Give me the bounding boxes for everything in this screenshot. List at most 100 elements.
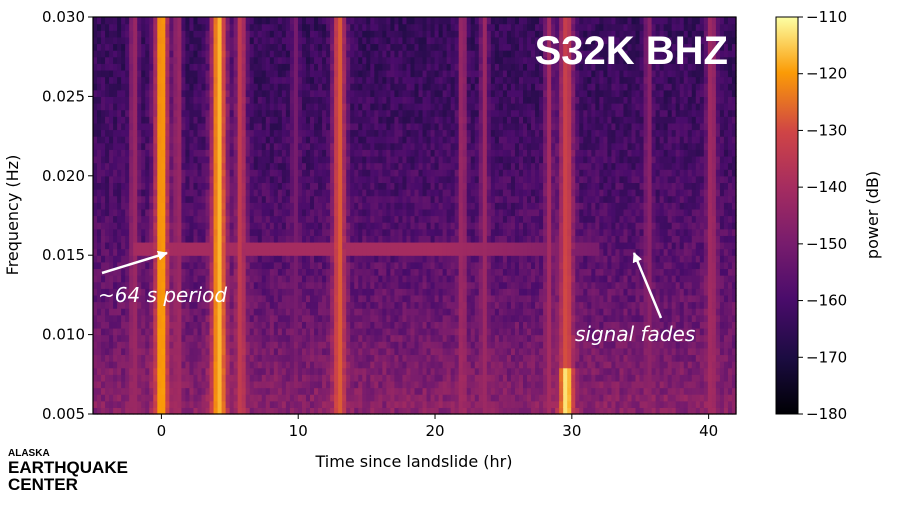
heatmap-cell <box>221 96 227 104</box>
heatmap-cell <box>209 76 215 84</box>
heatmap-cell <box>422 294 428 303</box>
heatmap-cell <box>374 56 379 64</box>
heatmap-cell <box>121 281 126 289</box>
heatmap-cell <box>338 248 343 256</box>
heatmap-cell <box>149 116 154 124</box>
heatmap-cell <box>157 400 162 408</box>
heatmap-cell <box>213 281 219 289</box>
heatmap-cell <box>338 122 343 131</box>
heatmap-cell <box>330 182 335 190</box>
heatmap-cell <box>229 189 235 197</box>
heatmap-cell <box>273 241 279 250</box>
heatmap-cell <box>305 109 311 117</box>
heatmap-cell <box>285 122 291 131</box>
heatmap-cell <box>245 241 251 250</box>
heatmap-cell <box>237 155 243 164</box>
heatmap-cell <box>261 228 267 236</box>
heatmap-cell <box>133 400 138 408</box>
heatmap-cell <box>213 129 219 137</box>
heatmap-cell <box>378 288 383 296</box>
heatmap-cell <box>181 23 187 31</box>
heatmap-cell <box>165 294 170 303</box>
heatmap-cell <box>157 374 162 382</box>
heatmap-cell <box>374 149 379 157</box>
heatmap-cell <box>121 109 126 117</box>
heatmap-cell <box>249 222 255 230</box>
heatmap-cell <box>297 407 303 415</box>
heatmap-cell <box>233 341 239 349</box>
heatmap-cell <box>338 380 343 389</box>
heatmap-cell <box>121 268 126 276</box>
heatmap-cell <box>97 261 102 270</box>
heatmap-cell <box>390 155 396 164</box>
heatmap-cell <box>229 76 235 84</box>
heatmap-cell <box>245 195 251 203</box>
heatmap-cell <box>346 228 351 236</box>
heatmap-cell <box>185 228 191 236</box>
heatmap-cell <box>97 208 102 217</box>
heatmap-cell <box>378 195 383 203</box>
heatmap-cell <box>362 327 367 336</box>
heatmap-cell <box>233 50 239 58</box>
heatmap-cell <box>165 56 170 64</box>
heatmap-cell <box>354 195 359 203</box>
heatmap-cell <box>233 268 239 276</box>
heatmap-cell <box>205 195 211 203</box>
heatmap-cell <box>410 43 416 51</box>
heatmap-cell <box>205 374 211 382</box>
heatmap-cell <box>350 294 355 303</box>
heatmap-cell <box>153 241 158 250</box>
heatmap-cell <box>205 36 211 45</box>
heatmap-cell <box>366 83 371 91</box>
heatmap-cell <box>165 76 170 84</box>
heatmap-cell <box>277 334 283 342</box>
heatmap-cell <box>330 334 335 342</box>
heatmap-cell <box>285 268 291 276</box>
heatmap-cell <box>322 374 327 382</box>
heatmap-cell <box>121 175 126 184</box>
heatmap-cell <box>410 149 416 157</box>
heatmap-cell <box>301 235 307 243</box>
heatmap-cell <box>305 400 311 408</box>
heatmap-cell <box>374 301 379 309</box>
heatmap-cell <box>157 380 162 389</box>
heatmap-cell <box>358 43 363 51</box>
heatmap-cell <box>338 76 343 84</box>
heatmap-cell <box>418 69 424 78</box>
heatmap-cell <box>141 149 146 157</box>
heatmap-cell <box>410 400 416 408</box>
heatmap-cell <box>338 103 343 111</box>
heatmap-cell <box>269 341 275 349</box>
heatmap-cell <box>382 109 387 117</box>
heatmap-cell <box>209 354 215 362</box>
heatmap-cell <box>350 367 355 375</box>
heatmap-cell <box>326 400 331 408</box>
heatmap-cell <box>406 380 412 389</box>
heatmap-cell <box>209 255 215 263</box>
heatmap-cell <box>121 103 126 111</box>
heatmap-cell <box>189 195 195 203</box>
heatmap-cell <box>137 294 142 303</box>
heatmap-cell <box>213 215 219 223</box>
heatmap-cell <box>173 354 178 362</box>
heatmap-cell <box>293 129 299 137</box>
heatmap-cell <box>269 261 275 270</box>
heatmap-cell <box>370 36 375 45</box>
heatmap-cell <box>346 208 351 217</box>
heatmap-cell <box>113 122 118 131</box>
heatmap-cell <box>129 268 134 276</box>
heatmap-cell <box>338 407 343 415</box>
heatmap-cell <box>237 248 243 256</box>
heatmap-cell <box>326 314 331 322</box>
heatmap-cell <box>293 261 299 270</box>
heatmap-cell <box>346 162 351 170</box>
heatmap-cell <box>330 136 335 144</box>
heatmap-cell <box>229 321 235 329</box>
heatmap-cell <box>322 142 327 150</box>
heatmap-cell <box>117 327 122 336</box>
heatmap-cell <box>157 50 162 58</box>
heatmap-cell <box>382 361 387 369</box>
heatmap-cell <box>233 354 239 362</box>
heatmap-cell <box>301 294 307 303</box>
heatmap-cell <box>414 169 420 177</box>
